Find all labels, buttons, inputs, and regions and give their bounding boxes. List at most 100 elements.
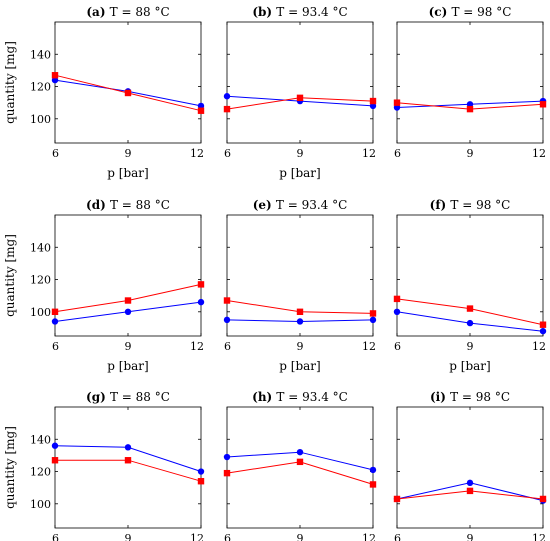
x-axis-label: p [bar] bbox=[279, 359, 320, 373]
x-tick-label: 9 bbox=[125, 532, 132, 541]
y-tick-label: 120 bbox=[30, 466, 51, 479]
data-point-circle bbox=[124, 308, 132, 315]
panel-label: (h) bbox=[252, 390, 276, 404]
data-point-circle bbox=[393, 104, 401, 111]
panel-title-text: T = 88 °C bbox=[110, 198, 170, 212]
plot-frame bbox=[54, 214, 202, 337]
plot-frame bbox=[226, 406, 374, 529]
data-point-square bbox=[197, 281, 205, 288]
data-point-circle bbox=[51, 318, 59, 325]
chart-panel-3: (c) T = 98 °C 6 9 12 bbox=[393, 5, 547, 160]
x-tick-label: 9 bbox=[297, 532, 304, 541]
data-point-circle bbox=[223, 316, 231, 324]
plot-frame bbox=[226, 214, 374, 337]
y-tick-label: 120 bbox=[30, 81, 51, 94]
plot-frame bbox=[54, 21, 202, 144]
x-tick-label: 12 bbox=[362, 532, 376, 541]
y-axis-label: quantity [mg] bbox=[3, 234, 17, 317]
data-point-square bbox=[466, 105, 474, 113]
x-tick-label: 12 bbox=[190, 340, 204, 353]
data-point-square bbox=[223, 469, 231, 477]
panel-title-text: T = 88 °C bbox=[110, 5, 170, 19]
panel-title: (g) T = 88 °C bbox=[86, 390, 170, 404]
panel-title: (b) T = 93.4 °C bbox=[252, 5, 347, 19]
plot-frame bbox=[54, 406, 202, 529]
data-point-circle bbox=[197, 298, 205, 306]
data-point-circle bbox=[51, 76, 59, 84]
x-tick-label: 9 bbox=[467, 340, 474, 353]
data-point-circle bbox=[369, 466, 377, 474]
panel-title-text: T = 88 °C bbox=[110, 390, 170, 404]
x-tick-label: 6 bbox=[52, 532, 59, 541]
x-tick-label: 6 bbox=[224, 147, 231, 160]
x-axis-label: p [bar] bbox=[107, 166, 148, 180]
x-tick-label: 12 bbox=[532, 340, 546, 353]
x-axis-label: p [bar] bbox=[279, 166, 320, 180]
data-point-square bbox=[539, 495, 547, 503]
x-tick-label: 6 bbox=[224, 340, 231, 353]
x-tick-label: 6 bbox=[394, 340, 401, 353]
panel-title-text: T = 98 °C bbox=[450, 390, 510, 404]
data-point-square bbox=[539, 321, 547, 328]
chart-panel-6: (f) T = 98 °C 6 9 12 p [bar] bbox=[393, 198, 547, 373]
data-point-square bbox=[539, 101, 547, 108]
panel-title: (h) T = 93.4 °C bbox=[252, 390, 348, 404]
data-point-square bbox=[369, 97, 377, 105]
panel-title-text: T = 93.4 °C bbox=[276, 390, 347, 404]
x-tick-label: 9 bbox=[125, 147, 132, 160]
plot-frame bbox=[396, 21, 544, 144]
x-tick-label: 12 bbox=[190, 147, 204, 160]
data-point-square bbox=[393, 295, 401, 303]
data-point-square bbox=[466, 487, 474, 495]
data-point-circle bbox=[223, 453, 231, 461]
panel-label: (e) bbox=[253, 198, 276, 212]
y-tick-label: 140 bbox=[30, 433, 51, 446]
plot-frame bbox=[396, 214, 544, 337]
x-tick-label: 12 bbox=[362, 147, 376, 160]
y-tick-label: 100 bbox=[30, 113, 51, 126]
panel-label: (g) bbox=[86, 390, 110, 404]
data-point-square bbox=[466, 305, 474, 312]
data-point-square bbox=[124, 457, 132, 464]
x-tick-label: 9 bbox=[467, 147, 474, 160]
panel-label: (a) bbox=[86, 5, 109, 19]
panel-title: (f) T = 98 °C bbox=[430, 198, 511, 212]
data-point-circle bbox=[197, 102, 205, 110]
data-point-square bbox=[197, 107, 205, 114]
panel-label: (c) bbox=[429, 5, 452, 19]
panel-title: (i) T = 98 °C bbox=[430, 390, 510, 404]
data-point-square bbox=[223, 297, 231, 304]
data-point-square bbox=[369, 481, 377, 488]
x-tick-label: 12 bbox=[532, 532, 546, 541]
y-tick-label: 140 bbox=[30, 48, 51, 61]
data-point-square bbox=[197, 478, 205, 485]
plot-frame bbox=[226, 21, 374, 144]
data-point-circle bbox=[296, 318, 304, 325]
panel-label: (d) bbox=[86, 198, 110, 212]
series-line-red bbox=[226, 461, 374, 485]
data-point-circle bbox=[124, 444, 132, 451]
data-point-square bbox=[51, 457, 59, 464]
data-point-circle bbox=[369, 316, 377, 324]
chart-panel-1: (a) T = 88 °C 6 9 12 100 120 140 p [bar] quantit… bbox=[3, 5, 205, 180]
x-tick-label: 9 bbox=[467, 532, 474, 541]
x-tick-label: 9 bbox=[125, 340, 132, 353]
data-point-circle bbox=[466, 101, 474, 108]
y-axis-label: quantity [mg] bbox=[3, 426, 17, 509]
data-point-square bbox=[296, 94, 304, 102]
plot-frame bbox=[396, 406, 544, 529]
data-point-square bbox=[124, 89, 132, 97]
x-tick-label: 12 bbox=[532, 147, 546, 160]
data-point-circle bbox=[223, 93, 231, 100]
data-point-circle bbox=[393, 308, 401, 315]
data-point-circle bbox=[197, 468, 205, 475]
panel-label: (f) bbox=[430, 198, 451, 212]
x-tick-label: 9 bbox=[297, 340, 304, 353]
x-tick-label: 6 bbox=[52, 147, 59, 160]
y-tick-label: 140 bbox=[30, 241, 51, 254]
x-tick-label: 6 bbox=[394, 532, 401, 541]
data-point-square bbox=[393, 495, 401, 503]
data-point-square bbox=[393, 99, 401, 106]
